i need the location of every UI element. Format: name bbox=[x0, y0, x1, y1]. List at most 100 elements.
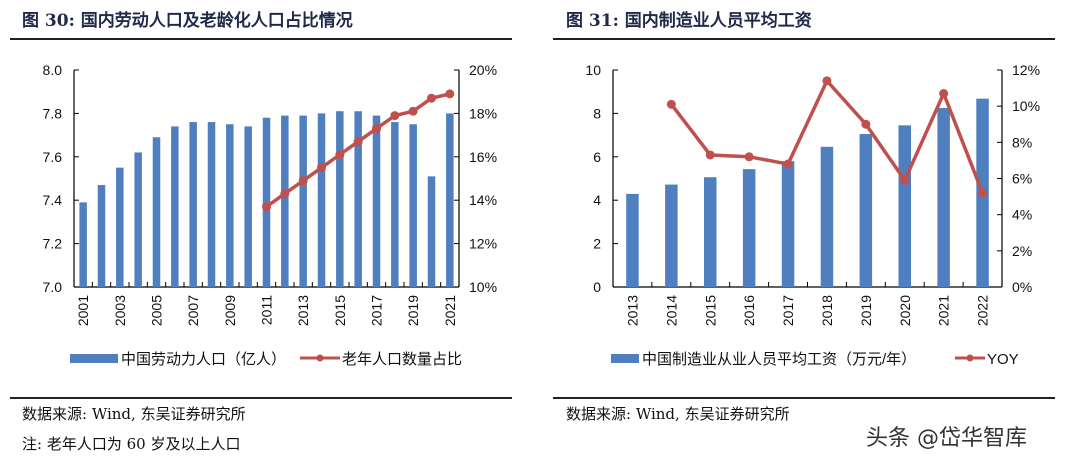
left-tick-label: 2 bbox=[593, 236, 601, 252]
x-tick-label: 2005 bbox=[149, 295, 165, 326]
footer-divider bbox=[10, 397, 512, 399]
bar-2020 bbox=[427, 176, 436, 287]
bar-2004 bbox=[134, 152, 142, 287]
line-point-2021 bbox=[445, 89, 455, 99]
right-tick-label: 8% bbox=[1012, 134, 1032, 150]
footer-divider bbox=[553, 397, 1055, 399]
source-text: 数据来源: Wind, 东吴证券研究所 bbox=[566, 405, 790, 423]
legend-bar-label: 中国制造业从业人员平均工资（万元/年） bbox=[642, 351, 916, 368]
bar-2012 bbox=[281, 115, 289, 287]
bar-2003 bbox=[116, 167, 124, 287]
line-point-2016 bbox=[744, 152, 754, 162]
x-tick-label: 2020 bbox=[897, 295, 913, 326]
line-point-2019 bbox=[408, 106, 418, 116]
chart-0: 7.0 7.2 7.4 7.6 7.8 8.0 10% 12% 14% 16% 18% 20% 2001… bbox=[43, 62, 498, 368]
line-point-2020 bbox=[900, 175, 910, 185]
line-point-2014 bbox=[666, 99, 676, 109]
left-tick-label: 7.2 bbox=[43, 236, 63, 252]
bar-2020 bbox=[898, 125, 911, 288]
legend-bar-swatch bbox=[70, 354, 118, 363]
bar-2009 bbox=[226, 124, 234, 287]
bar-2019 bbox=[409, 124, 417, 287]
chart-title-30: 图 30: 国内劳动人口及老龄化人口占比情况 bbox=[22, 11, 353, 31]
bar-2006 bbox=[171, 126, 179, 287]
legend-line-marker bbox=[316, 354, 324, 362]
bar-2017 bbox=[781, 161, 795, 287]
line-point-2012 bbox=[280, 189, 290, 199]
line-point-2015 bbox=[705, 150, 715, 160]
x-tick-label: 2015 bbox=[332, 295, 348, 326]
bar-2021 bbox=[446, 113, 454, 288]
x-tick-label: 2009 bbox=[222, 295, 238, 326]
line-point-2016 bbox=[353, 137, 363, 147]
left-tick-label: 7.4 bbox=[43, 192, 63, 208]
x-tick-label: 2001 bbox=[75, 295, 91, 326]
x-tick-label: 2014 bbox=[663, 295, 679, 326]
legend-bar-label: 中国劳动力人口（亿人） bbox=[121, 351, 286, 368]
bar-2016 bbox=[354, 111, 362, 287]
left-tick-label: 4 bbox=[593, 192, 601, 208]
right-tick-label: 16% bbox=[469, 149, 497, 165]
x-tick-label: 2016 bbox=[741, 295, 757, 326]
line-point-2019 bbox=[861, 119, 871, 129]
chart-1: 0 2 4 6 8 10 0% 2% 4% 6% 8% 10% 12% 2013 2014 2015 2016 2… bbox=[585, 62, 1040, 368]
bar-2016 bbox=[742, 169, 756, 287]
line-point-2017 bbox=[372, 124, 381, 134]
bar-2013 bbox=[626, 193, 639, 287]
right-tick-label: 2% bbox=[1012, 243, 1032, 259]
x-tick-label: 2013 bbox=[624, 295, 640, 326]
right-tick-label: 18% bbox=[469, 105, 497, 121]
bar-2008 bbox=[207, 122, 216, 287]
right-tick-label: 14% bbox=[469, 192, 497, 208]
bar-2021 bbox=[937, 107, 950, 287]
line-point-2015 bbox=[335, 150, 345, 160]
x-tick-label: 2021 bbox=[936, 295, 952, 326]
x-tick-label: 2013 bbox=[295, 295, 311, 326]
x-tick-label: 2011 bbox=[259, 295, 275, 325]
left-tick-label: 6 bbox=[593, 149, 601, 165]
x-tick-label: 2022 bbox=[975, 295, 991, 326]
bar-2005 bbox=[152, 137, 161, 287]
x-tick-label: 2017 bbox=[780, 295, 796, 326]
bar-2010 bbox=[244, 126, 252, 287]
x-tick-label: 2019 bbox=[858, 295, 874, 326]
line-point-2020 bbox=[427, 93, 436, 103]
bar-2019 bbox=[859, 134, 873, 287]
bar-2014 bbox=[665, 184, 678, 287]
line-point-2013 bbox=[298, 176, 308, 186]
right-tick-label: 4% bbox=[1012, 207, 1032, 223]
line-point-2018 bbox=[822, 76, 832, 86]
x-tick-label: 2018 bbox=[819, 295, 835, 326]
line-point-2011 bbox=[262, 202, 271, 212]
note-text: 注: 老年人口为 60 岁及以上人口 bbox=[22, 435, 241, 453]
legend-line-label: YOY bbox=[987, 351, 1019, 368]
watermark: 头条 @岱华智库 bbox=[866, 426, 1027, 451]
x-tick-label: 2019 bbox=[405, 295, 421, 326]
legend-bar-swatch bbox=[611, 354, 639, 363]
bar-2014 bbox=[317, 113, 326, 288]
bar-2007 bbox=[189, 122, 197, 287]
legend-line-label: 老年人口数量占比 bbox=[342, 351, 462, 368]
line-point-2017 bbox=[783, 159, 793, 169]
right-tick-label: 0% bbox=[1012, 279, 1032, 295]
left-tick-label: 0 bbox=[593, 279, 601, 295]
chart-title-31: 图 31: 国内制造业人员平均工资 bbox=[566, 11, 812, 31]
right-tick-label: 6% bbox=[1012, 171, 1032, 187]
right-tick-label: 12% bbox=[469, 236, 497, 252]
left-tick-label: 10 bbox=[585, 62, 601, 78]
bar-2018 bbox=[820, 146, 834, 287]
left-tick-label: 7.6 bbox=[43, 149, 63, 165]
left-tick-label: 8.0 bbox=[43, 62, 63, 78]
bar-2018 bbox=[391, 122, 399, 287]
x-tick-label: 2017 bbox=[369, 295, 385, 326]
x-tick-label: 2015 bbox=[702, 295, 718, 326]
right-tick-label: 12% bbox=[1012, 62, 1040, 78]
right-tick-label: 20% bbox=[469, 62, 497, 78]
x-tick-label: 2007 bbox=[185, 295, 201, 326]
bar-2015 bbox=[704, 177, 717, 287]
right-tick-label: 10% bbox=[469, 279, 497, 295]
left-tick-label: 7.8 bbox=[43, 105, 63, 121]
left-tick-label: 8 bbox=[593, 105, 601, 121]
